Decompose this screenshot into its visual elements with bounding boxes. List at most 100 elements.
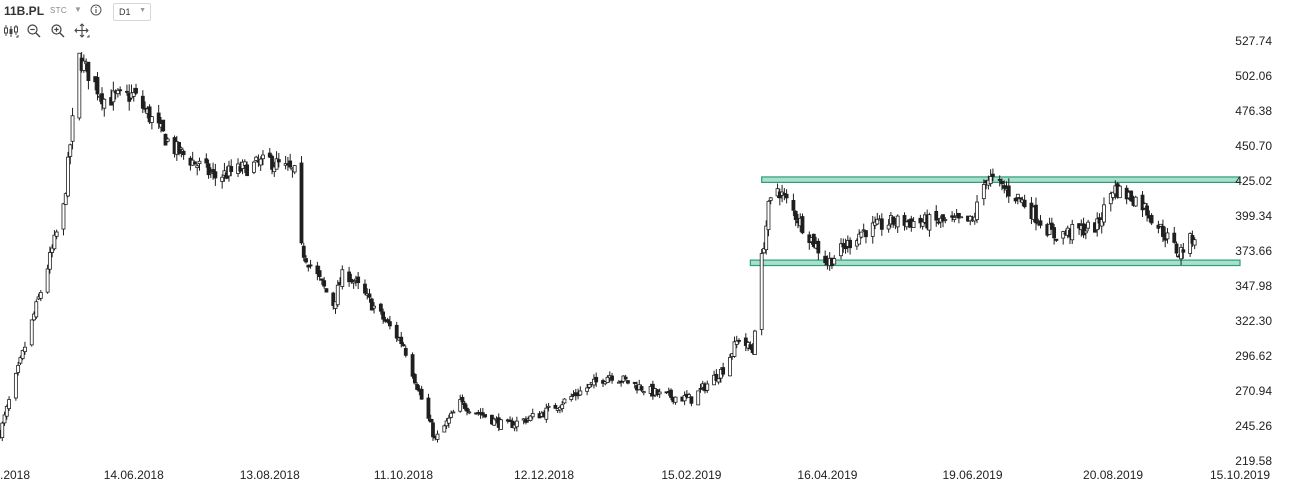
source-dropdown-icon[interactable]: ▼	[74, 5, 82, 14]
candle-2018-06-27	[161, 119, 166, 133]
candle-2019-07-17	[1034, 197, 1038, 231]
candle-2019-06-04	[936, 218, 941, 225]
candle-2018-10-11	[401, 342, 406, 347]
candle-2019-06-13	[957, 212, 961, 224]
candle-2019-01-04	[594, 372, 599, 387]
chart-toolbar: 11B.PL STC ▼ D1 ▼	[0, 0, 300, 44]
candle-2018-09-27	[369, 297, 374, 311]
candle-2018-09-12	[335, 280, 340, 307]
candle-2018-12-04	[524, 416, 528, 425]
candle-2018-10-10	[399, 332, 404, 348]
candle-2019-04-22	[839, 238, 843, 260]
chevron-down-icon: ▼	[139, 7, 146, 14]
candle-2018-05-25	[86, 61, 91, 90]
candle-2019-07-25	[1052, 224, 1057, 245]
candle-2018-08-22	[288, 153, 293, 169]
candle-2018-10-26	[435, 430, 440, 443]
candle-2019-02-08	[673, 396, 678, 405]
candle-2018-06-18	[140, 90, 145, 114]
candle-2019-06-27	[988, 169, 993, 187]
candles-icon[interactable]	[3, 23, 19, 39]
data-source-label[interactable]: STC	[50, 6, 67, 15]
candle-2018-06-14	[131, 87, 136, 102]
zoom-in-icon[interactable]	[50, 23, 66, 39]
candle-2019-08-23	[1117, 184, 1122, 199]
candle-2019-02-22	[705, 380, 710, 393]
candle-2018-07-20	[213, 163, 218, 186]
y-tick-label: 322.30	[1235, 314, 1272, 328]
candle-2019-03-06	[732, 336, 737, 358]
candle-2018-08-27	[299, 156, 304, 245]
candle-2019-09-04	[1145, 202, 1149, 222]
candle-2019-08-16	[1102, 197, 1106, 226]
candle-2019-07-03	[1002, 180, 1007, 194]
candle-2018-07-11	[193, 161, 197, 165]
candle-2019-06-21	[975, 195, 979, 224]
candle-2019-02-14	[687, 392, 692, 398]
candle-2019-07-01	[997, 175, 1002, 187]
candle-2018-10-31	[446, 414, 451, 428]
candle-2019-09-16	[1172, 226, 1177, 244]
candle-2018-12-28	[578, 386, 583, 396]
candle-2019-06-14	[959, 216, 964, 219]
candle-2018-09-24	[363, 279, 367, 296]
y-tick-label: 399.34	[1235, 209, 1272, 223]
x-tick-label: 16.04.2019	[797, 468, 857, 482]
candle-2018-06-21	[147, 104, 152, 124]
candle-2019-08-08	[1083, 224, 1088, 240]
channel-band-2[interactable]	[749, 259, 1241, 267]
candle-2018-04-26	[20, 349, 25, 361]
candle-2019-02-19	[698, 383, 703, 393]
candle-2019-06-03	[934, 205, 939, 227]
candle-2018-06-05	[111, 81, 116, 111]
candle-2018-04-18	[2, 411, 7, 426]
candle-2018-08-07	[254, 155, 259, 162]
x-tick-label: 19.06.2019	[942, 468, 1002, 482]
interval-value: D1	[119, 7, 131, 17]
candle-2019-08-20	[1111, 191, 1115, 201]
candle-2019-02-26	[714, 369, 719, 382]
candle-2018-08-10	[261, 150, 265, 166]
candle-2018-11-08	[465, 404, 469, 416]
candle-2019-03-29	[784, 189, 789, 204]
candle-2018-09-17	[347, 266, 352, 287]
x-tick-label: 12.12.2018	[514, 468, 574, 482]
crosshair-move-icon[interactable]	[74, 23, 90, 39]
candle-2018-07-16	[204, 153, 209, 168]
candle-2019-05-27	[918, 214, 923, 229]
candle-2019-09-17	[1174, 241, 1179, 257]
candle-2019-04-01	[791, 193, 796, 216]
candle-2018-06-25	[156, 104, 161, 129]
candle-2018-08-13	[267, 148, 272, 159]
candle-2018-05-17	[68, 143, 73, 165]
candle-2019-03-04	[728, 353, 732, 377]
candle-2018-08-29	[304, 255, 308, 264]
candle-2018-12-06	[528, 415, 533, 422]
candle-2018-10-01	[378, 302, 383, 315]
candle-2019-08-19	[1108, 191, 1113, 212]
candle-2018-05-31	[100, 87, 104, 111]
candle-2019-06-11	[952, 213, 957, 223]
y-tick-label: 245.26	[1235, 419, 1272, 433]
candle-2019-06-07	[943, 217, 948, 224]
candle-2018-08-03	[245, 161, 249, 177]
ticker-symbol[interactable]: 11B.PL	[4, 4, 45, 18]
candle-2019-09-09	[1156, 220, 1161, 234]
candle-2019-07-10	[1018, 197, 1023, 203]
candle-2018-06-15	[134, 83, 138, 95]
candle-2019-03-21	[766, 200, 771, 237]
info-icon[interactable]	[90, 4, 102, 16]
candle-2018-10-22	[426, 393, 431, 422]
candle-2018-04-24	[16, 361, 21, 376]
candle-2019-05-01	[859, 231, 864, 239]
interval-select[interactable]: D1 ▼	[113, 3, 151, 21]
candle-2018-05-08	[47, 246, 52, 274]
y-axis: 527.74 502.06 476.38 450.70 425.02 399.34 373.…	[1235, 34, 1272, 468]
zoom-out-icon[interactable]	[26, 23, 42, 39]
y-tick-label: 373.66	[1235, 244, 1272, 258]
candle-2019-04-30	[857, 229, 862, 245]
candle-2019-05-21	[904, 220, 909, 230]
candle-2019-01-17	[623, 374, 628, 381]
candle-2018-12-31	[585, 383, 590, 396]
